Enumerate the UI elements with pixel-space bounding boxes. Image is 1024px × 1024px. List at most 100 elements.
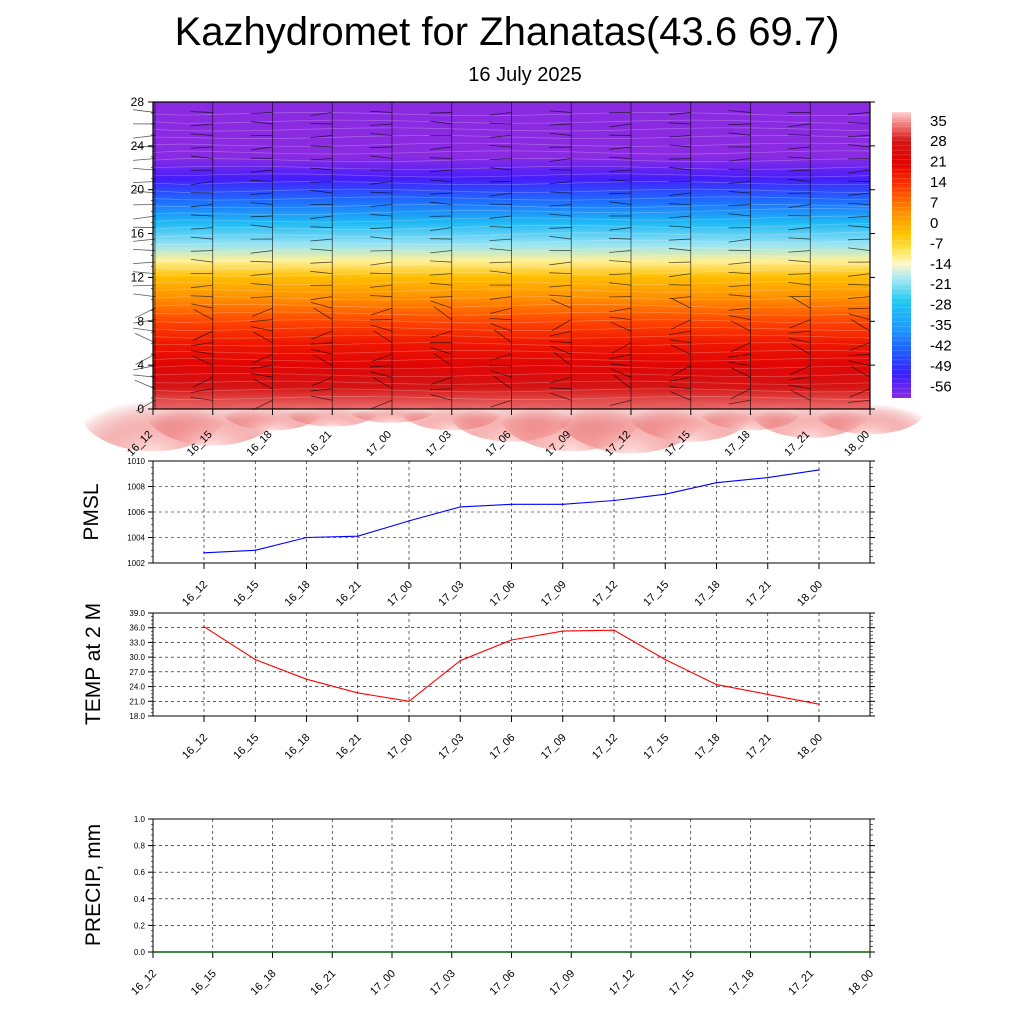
wind-barb [190, 181, 213, 185]
wind-barb [848, 225, 871, 228]
wind-barb [433, 306, 452, 320]
wind-barb [253, 331, 273, 344]
wind-barb [133, 293, 156, 298]
wind-barb [728, 204, 751, 207]
wind-barb [250, 146, 273, 151]
x-tick-label: 17_18 [727, 968, 757, 998]
wind-barb [848, 399, 871, 403]
wind-barb [190, 250, 213, 252]
wind-barb [489, 167, 512, 171]
temp2m-data-point [613, 629, 615, 631]
wind-barb [609, 179, 632, 182]
wind-barb [430, 300, 452, 309]
wind-barb [668, 339, 691, 344]
wind-barb [788, 250, 811, 253]
wind-barb [369, 227, 393, 230]
colorbar-label: 14 [930, 174, 947, 191]
wind-barb [493, 375, 512, 390]
wind-barb [190, 227, 213, 230]
wind-barb [788, 134, 811, 136]
wind-barb [670, 391, 691, 401]
wind-barb [133, 190, 156, 194]
wind-barb [250, 373, 273, 378]
wind-barb [549, 213, 572, 217]
wind-barb [552, 319, 572, 331]
x-tick-label: 17_03 [436, 579, 466, 609]
wind-barb [429, 296, 452, 298]
wind-barb [549, 191, 572, 194]
wind-barb [132, 284, 156, 287]
wind-barb [430, 347, 452, 355]
colorbar-label: -42 [930, 337, 952, 354]
wind-barb [549, 227, 572, 229]
wind-barb [135, 307, 156, 319]
y-tick-label: 1002 [127, 559, 145, 568]
pmsl-data-point [254, 549, 257, 552]
wind-barb [549, 158, 572, 162]
wind-barb [489, 248, 512, 251]
wind-barb [489, 145, 512, 148]
wind-barb [493, 329, 512, 343]
wind-barb [430, 330, 452, 338]
wind-barb [490, 323, 512, 332]
wind-barb [489, 215, 512, 219]
wind-barb [310, 302, 333, 309]
wind-barb [371, 353, 393, 363]
colorbar-label: -21 [930, 276, 952, 293]
wind-barb [609, 250, 632, 253]
wind-barb [190, 259, 213, 263]
wind-barb [728, 315, 751, 321]
pmsl-data-point [562, 503, 564, 506]
pmsl-data-point [408, 520, 410, 522]
wind-barb [848, 192, 871, 196]
wind-barb [429, 227, 452, 231]
wind-barb [728, 361, 751, 367]
wind-barb [790, 389, 811, 401]
x-tick-label: 17_15 [641, 732, 671, 762]
wind-barb [429, 250, 452, 254]
wind-barb [370, 214, 393, 217]
y-tick-label: 1010 [127, 457, 145, 466]
wind-barb [788, 376, 811, 381]
wind-barb [608, 273, 632, 276]
colorbar-label: 7 [930, 194, 938, 211]
x-tick-label: 17_12 [607, 968, 637, 998]
wind-barb [429, 273, 452, 276]
wind-barb [429, 112, 452, 114]
wind-barb [489, 261, 512, 264]
wind-barb [190, 236, 213, 240]
wind-barb [549, 387, 572, 390]
wind-barb [549, 261, 572, 266]
wind-barb [310, 248, 333, 251]
wind-barb [310, 388, 333, 392]
wind-barb [608, 237, 632, 240]
wind-barb [190, 146, 213, 149]
y-tick-label: 20 [131, 183, 145, 197]
x-tick-label: 17_21 [786, 968, 816, 998]
x-tick-label: 17_12 [590, 579, 620, 609]
wind-barb [848, 112, 871, 115]
wind-barb [489, 112, 512, 116]
wind-barb [550, 299, 572, 309]
wind-barb [849, 388, 871, 398]
wind-barb [370, 284, 393, 288]
wind-barb [788, 259, 811, 263]
panel-frame [152, 612, 871, 717]
wind-barb [250, 112, 273, 114]
wind-barb [370, 204, 393, 207]
wind-barb [549, 376, 572, 384]
wind-barb [730, 388, 751, 400]
colorbar-label: -56 [930, 378, 952, 395]
wind-barb [788, 227, 811, 231]
x-tick-label: 16_21 [308, 968, 338, 998]
wind-barb [788, 337, 811, 344]
wind-barb [848, 296, 871, 299]
wind-barb [788, 156, 811, 159]
x-tick-label: 17_00 [364, 429, 394, 459]
wind-barb [134, 333, 156, 344]
wind-barb [252, 353, 273, 364]
wind-barb [250, 179, 273, 182]
colorbar-label: -28 [930, 297, 952, 314]
y-tick-label: 1008 [127, 483, 145, 492]
wind-barb [668, 203, 691, 205]
